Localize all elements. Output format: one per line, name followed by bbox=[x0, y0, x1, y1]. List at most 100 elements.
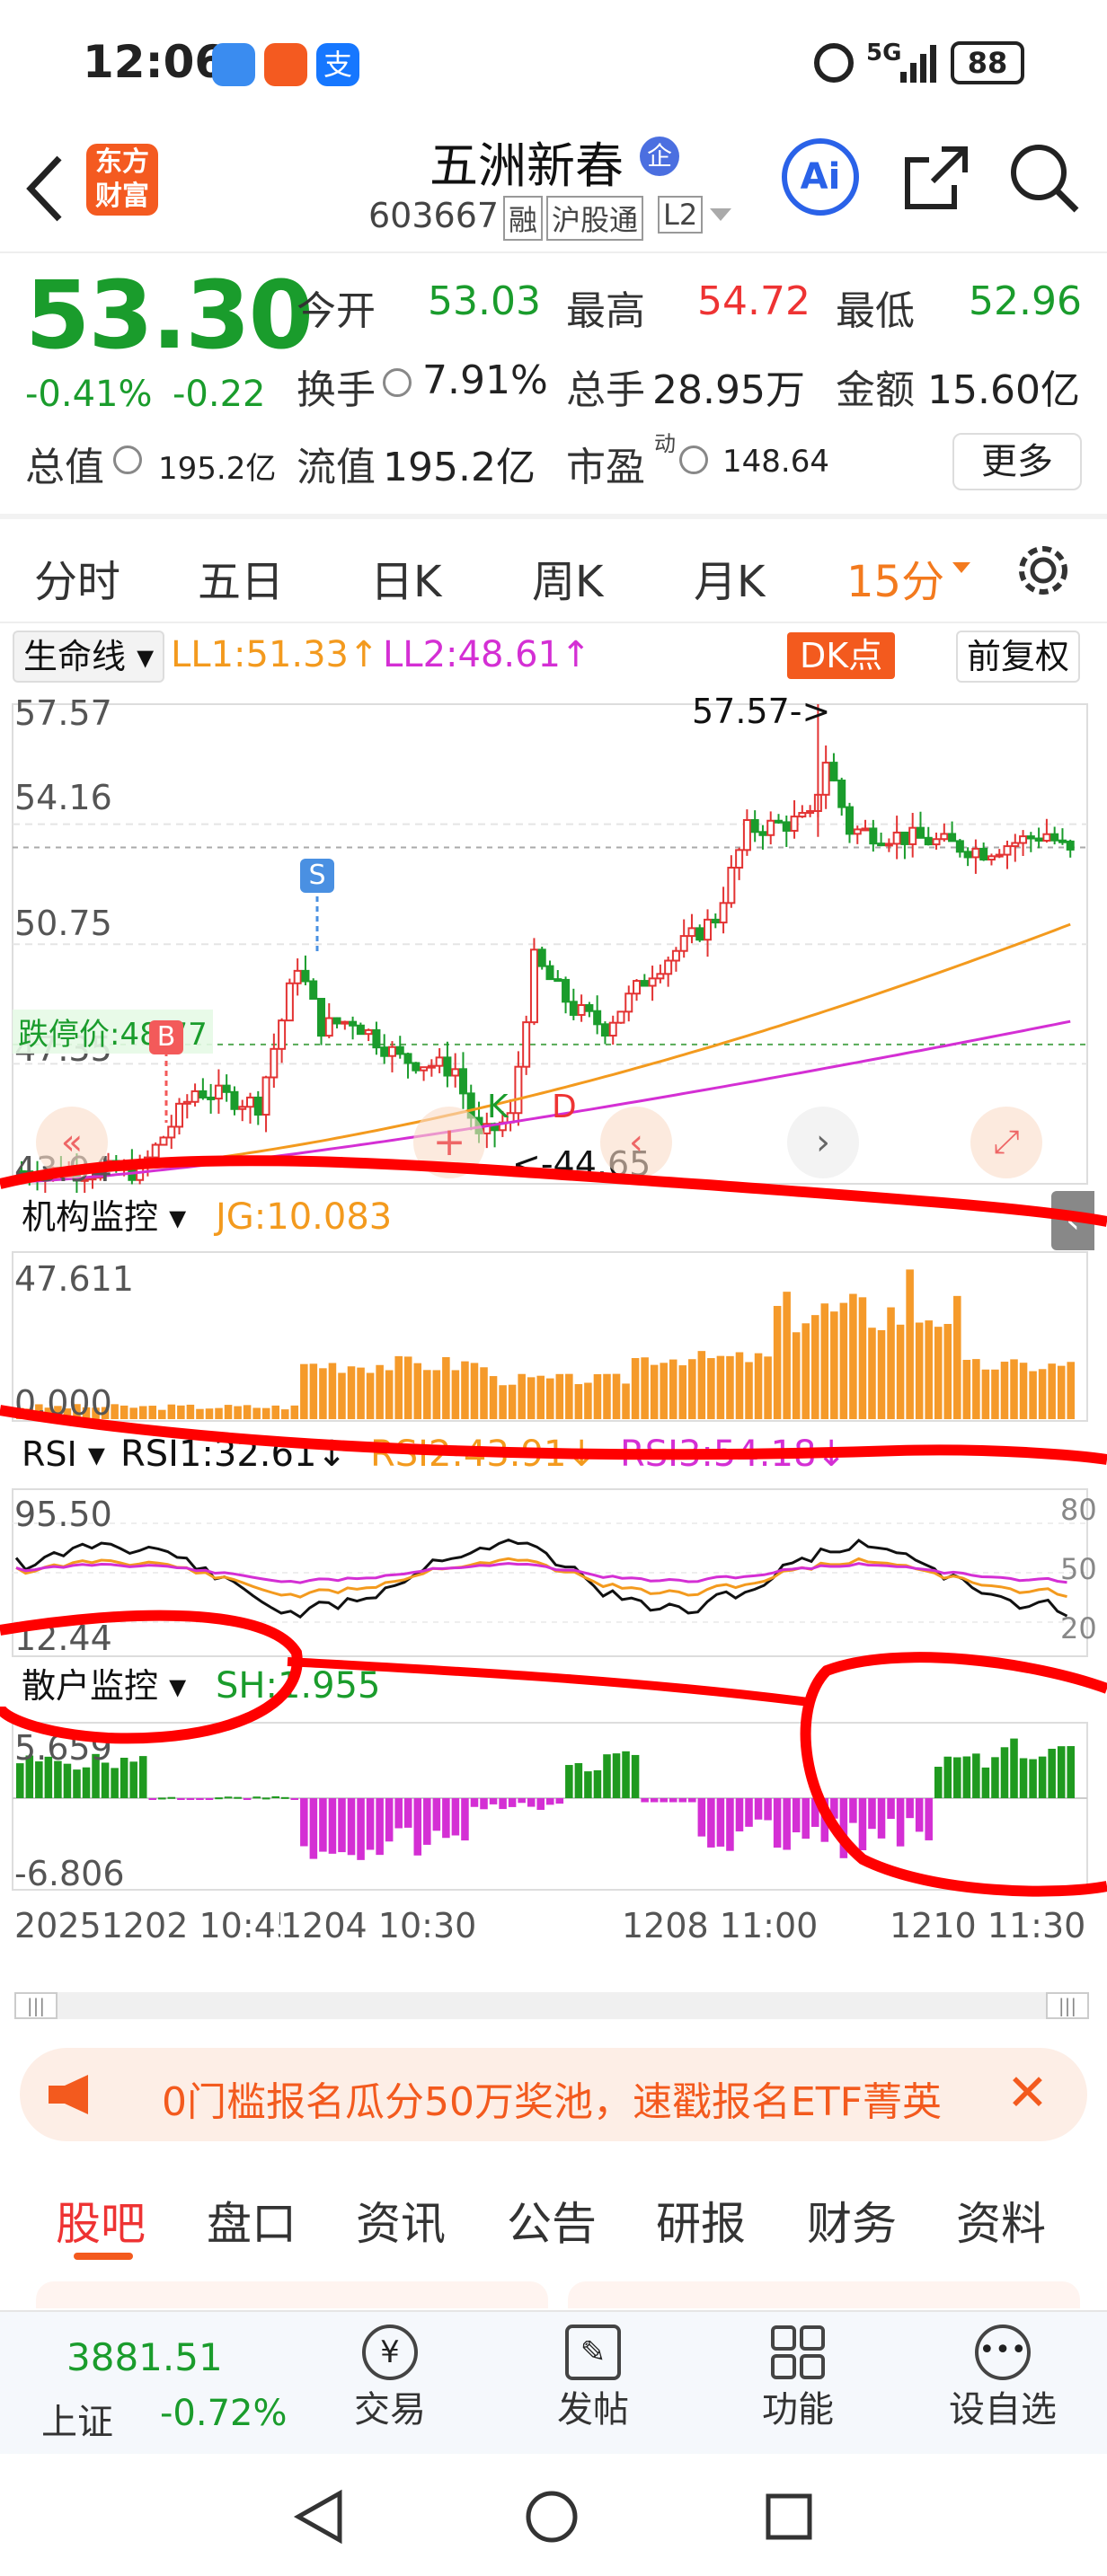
collapse-side-icon[interactable]: ‹ bbox=[1051, 1191, 1094, 1250]
jg-bar bbox=[830, 1311, 838, 1419]
sh-bar-chart bbox=[12, 1722, 1088, 1891]
sh-bar bbox=[35, 1761, 43, 1798]
zoom-in-button[interactable]: + bbox=[413, 1107, 485, 1178]
candle-body bbox=[207, 1096, 216, 1100]
jg-bar bbox=[593, 1373, 602, 1419]
range-slider[interactable]: ||| ||| bbox=[14, 1992, 1089, 2019]
sh-bar bbox=[234, 1796, 242, 1799]
candle-body bbox=[695, 927, 704, 941]
x-label-4: 1210 11:30 bbox=[890, 1906, 1086, 1945]
scroll-left-button[interactable]: « bbox=[36, 1107, 108, 1178]
jg-bar bbox=[261, 1407, 270, 1419]
candle-body bbox=[380, 1046, 389, 1057]
candle-body bbox=[806, 809, 815, 815]
indicator-select-main[interactable]: 生命线 ▾ bbox=[13, 631, 165, 683]
candle-body bbox=[309, 980, 318, 1000]
candle-body bbox=[963, 851, 972, 859]
share-icon[interactable] bbox=[902, 144, 970, 212]
sh-bar bbox=[981, 1767, 990, 1798]
info-icon[interactable] bbox=[679, 446, 708, 474]
candle-body bbox=[554, 978, 562, 983]
tab-15min[interactable]: 15分 bbox=[846, 557, 945, 607]
candle-body bbox=[253, 1096, 262, 1116]
dk-point-button[interactable]: DK点 bbox=[787, 632, 896, 679]
jg-bar bbox=[650, 1364, 659, 1419]
nav-back-icon[interactable] bbox=[293, 2489, 343, 2545]
promo-banner[interactable]: 0门槛报名瓜分50万奖池，速戳报名ETF菁英 ✕ bbox=[20, 2048, 1087, 2141]
candle-body bbox=[435, 1056, 444, 1067]
nav-recents-icon[interactable] bbox=[766, 2493, 812, 2540]
nav-home-icon[interactable] bbox=[525, 2490, 579, 2544]
candle-body bbox=[412, 1062, 421, 1072]
sh-bar bbox=[660, 1798, 668, 1803]
search-icon[interactable] bbox=[1008, 142, 1080, 214]
sh-bar bbox=[754, 1798, 763, 1820]
trade-button[interactable]: ¥ 交易 bbox=[336, 2325, 444, 2441]
post-button[interactable]: ✎ 发帖 bbox=[539, 2325, 647, 2441]
tab-five-day[interactable]: 五日 bbox=[198, 557, 285, 607]
jg-bar bbox=[707, 1358, 715, 1419]
jg-bar bbox=[196, 1408, 204, 1419]
sh-bar bbox=[215, 1797, 223, 1800]
sh-bar bbox=[518, 1798, 526, 1804]
jg-bar bbox=[991, 1369, 999, 1419]
range-handle-right[interactable]: ||| bbox=[1046, 1992, 1089, 2019]
adjust-select[interactable]: 前复权 bbox=[956, 631, 1081, 683]
jg-bar bbox=[678, 1365, 687, 1419]
sh-bar bbox=[925, 1798, 933, 1840]
sh-bar bbox=[584, 1771, 592, 1798]
tab-pankou[interactable]: 盘口 bbox=[207, 2198, 297, 2250]
tab-daily-k[interactable]: 日K bbox=[370, 557, 442, 607]
info-icon[interactable] bbox=[113, 446, 142, 474]
range-handle-left[interactable]: ||| bbox=[14, 1992, 58, 2019]
tab-guba[interactable]: 股吧 bbox=[56, 2198, 146, 2250]
prev-button[interactable]: ‹ bbox=[600, 1107, 672, 1178]
indicator-select-jg[interactable]: 机构监控 ▾ bbox=[13, 1193, 196, 1241]
jg-bar bbox=[1067, 1362, 1075, 1419]
sh-bar bbox=[120, 1757, 128, 1798]
candle-body bbox=[624, 992, 633, 1013]
tab-weekly-k[interactable]: 周K bbox=[532, 557, 604, 607]
function-button[interactable]: 功能 bbox=[744, 2325, 852, 2441]
jg-bar bbox=[820, 1303, 829, 1419]
more-button[interactable]: 更多 bbox=[952, 433, 1082, 490]
back-icon[interactable] bbox=[23, 153, 68, 225]
ai-assistant-button[interactable]: Ai bbox=[782, 138, 859, 216]
tab-research[interactable]: 研报 bbox=[656, 2198, 746, 2250]
logo-top-text: 东方 bbox=[95, 146, 149, 178]
rsi1-value: RSI1:32.61↓ bbox=[120, 1434, 347, 1475]
fullscreen-button[interactable]: ⤢ bbox=[970, 1107, 1042, 1178]
stock-name: 五洲新春 bbox=[430, 137, 624, 194]
indicator-select-sh[interactable]: 散户监控 ▾ bbox=[13, 1662, 196, 1710]
sh-bar bbox=[1038, 1756, 1047, 1798]
more-dots-icon: ••• bbox=[975, 2325, 1031, 2380]
sh-bar bbox=[281, 1796, 289, 1799]
tab-intraday[interactable]: 分时 bbox=[34, 557, 121, 607]
rsi-right-20: 20 bbox=[1060, 1611, 1097, 1645]
candle-body bbox=[182, 1100, 191, 1105]
caret-down-icon[interactable] bbox=[952, 562, 970, 575]
jg-bar bbox=[243, 1405, 252, 1419]
gear-icon[interactable] bbox=[1014, 541, 1073, 600]
sell-signal[interactable]: S bbox=[300, 859, 334, 893]
next-button[interactable]: › bbox=[787, 1107, 859, 1178]
indicator-select-rsi[interactable]: RSI ▾ bbox=[13, 1430, 114, 1478]
pe-value: 148.64 bbox=[722, 444, 829, 480]
add-watchlist-button[interactable]: ••• 设自选 bbox=[940, 2325, 1066, 2441]
chart-frame bbox=[12, 703, 1088, 1185]
tab-profile[interactable]: 资料 bbox=[956, 2198, 1046, 2250]
info-icon[interactable] bbox=[383, 368, 412, 397]
candle-body bbox=[332, 1017, 341, 1025]
chevron-down-icon[interactable] bbox=[710, 208, 731, 223]
buy-signal[interactable]: B bbox=[149, 1020, 183, 1054]
rsi2-line bbox=[15, 1557, 1067, 1599]
tab-finance[interactable]: 财务 bbox=[807, 2198, 897, 2250]
grid-icon bbox=[771, 2325, 825, 2379]
sh-bar bbox=[111, 1768, 119, 1798]
tab-news[interactable]: 资讯 bbox=[356, 2198, 446, 2250]
jg-bar bbox=[697, 1351, 706, 1419]
tab-monthly-k[interactable]: 月K bbox=[694, 557, 766, 607]
content-card-left bbox=[36, 2281, 548, 2308]
close-icon[interactable]: ✕ bbox=[1006, 2064, 1049, 2122]
tab-announcement[interactable]: 公告 bbox=[507, 2198, 597, 2250]
